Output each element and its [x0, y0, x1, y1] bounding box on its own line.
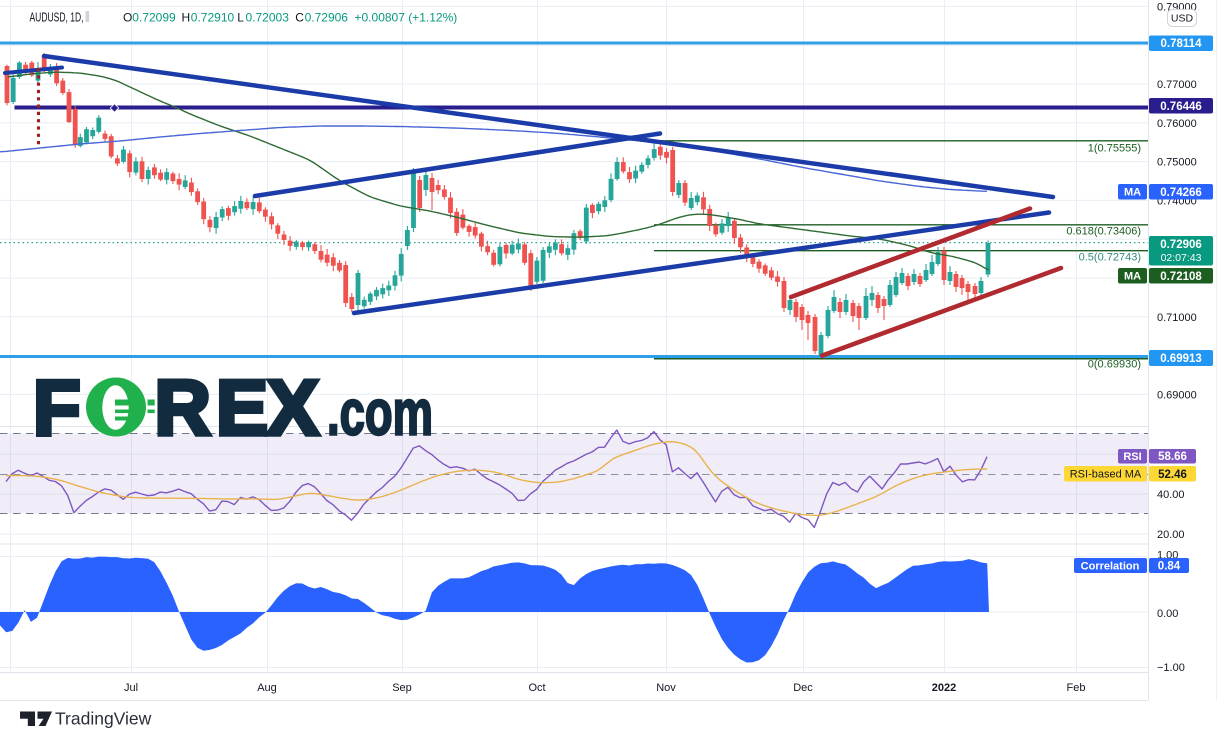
svg-text:Dec: Dec — [793, 682, 813, 694]
svg-text:0.72906: 0.72906 — [1160, 239, 1202, 251]
svg-text:0.75000: 0.75000 — [1157, 157, 1197, 169]
svg-text:AUDUSD, 1D,: AUDUSD, 1D, — [30, 11, 84, 25]
svg-text:0.72910: 0.72910 — [191, 11, 235, 25]
svg-text:0.72003: 0.72003 — [246, 11, 290, 25]
svg-text:MA: MA — [1124, 187, 1141, 199]
svg-text:TradingView: TradingView — [55, 709, 152, 729]
svg-text:Correlation: Correlation — [1081, 561, 1140, 573]
svg-text:0.74266: 0.74266 — [1160, 187, 1202, 199]
svg-text:RSI-based MA: RSI-based MA — [1070, 469, 1142, 481]
svg-text:0.78114: 0.78114 — [1161, 38, 1203, 50]
svg-text:0.00: 0.00 — [1157, 608, 1178, 620]
svg-text:0.77000: 0.77000 — [1157, 79, 1197, 91]
svg-text:Aug: Aug — [257, 682, 277, 694]
svg-text:0.618(0.73406): 0.618(0.73406) — [1066, 226, 1141, 238]
svg-text:.com: .com — [327, 377, 433, 449]
svg-text:0.72906: 0.72906 — [305, 11, 349, 25]
svg-text:20.00: 20.00 — [1157, 529, 1185, 541]
svg-text:0.71000: 0.71000 — [1157, 312, 1197, 324]
svg-text:52.46: 52.46 — [1158, 469, 1187, 481]
svg-text:Sep: Sep — [392, 682, 412, 694]
svg-text:E: E — [216, 364, 268, 452]
svg-text:0.76000: 0.76000 — [1157, 118, 1197, 130]
svg-text:0(0.69930): 0(0.69930) — [1088, 359, 1141, 371]
svg-text:+0.00807 (+1.12%): +0.00807 (+1.12%) — [355, 11, 458, 25]
svg-text:40.00: 40.00 — [1157, 489, 1185, 501]
svg-text:Oct: Oct — [528, 682, 545, 694]
svg-text:1(0.75555): 1(0.75555) — [1088, 143, 1141, 155]
svg-text:−1.00: −1.00 — [1157, 662, 1185, 674]
svg-text:H: H — [182, 11, 191, 25]
svg-text:Jul: Jul — [124, 682, 138, 694]
svg-text:0.69913: 0.69913 — [1160, 353, 1202, 365]
svg-text:0.72099: 0.72099 — [132, 11, 176, 25]
svg-text:0.84: 0.84 — [1158, 561, 1181, 573]
svg-text:0.76446: 0.76446 — [1160, 101, 1202, 113]
svg-text:C: C — [295, 11, 304, 25]
svg-text:02:07:43: 02:07:43 — [1161, 252, 1202, 264]
svg-text:X: X — [267, 364, 319, 452]
svg-text:58.66: 58.66 — [1158, 451, 1187, 463]
svg-text:0.5(0.72743): 0.5(0.72743) — [1079, 252, 1141, 264]
svg-text:F: F — [33, 364, 81, 452]
svg-text:USD: USD — [1171, 13, 1194, 25]
svg-text:Feb: Feb — [1067, 682, 1086, 694]
svg-text:L: L — [237, 11, 244, 25]
svg-text:MA: MA — [1124, 271, 1141, 283]
svg-text:0.72108: 0.72108 — [1160, 271, 1202, 283]
svg-text:0.69000: 0.69000 — [1157, 389, 1197, 401]
svg-text:2022: 2022 — [932, 682, 956, 694]
svg-text:RSI: RSI — [1123, 451, 1141, 463]
svg-text:R: R — [155, 364, 211, 452]
svg-text:O: O — [123, 11, 132, 25]
svg-text:Nov: Nov — [656, 682, 676, 694]
